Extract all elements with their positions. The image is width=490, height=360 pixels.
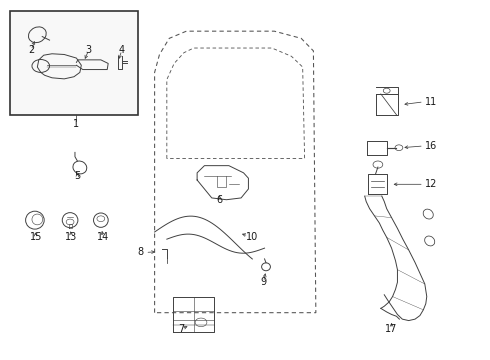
Text: 3: 3	[86, 45, 92, 55]
Text: 14: 14	[97, 232, 109, 242]
Text: 11: 11	[425, 97, 437, 107]
Text: 17: 17	[386, 324, 398, 334]
Text: 2: 2	[28, 45, 34, 55]
Text: 6: 6	[217, 195, 222, 205]
Text: 13: 13	[66, 232, 78, 242]
Text: 5: 5	[74, 171, 80, 181]
Text: 1: 1	[74, 120, 79, 129]
Text: 16: 16	[425, 141, 437, 151]
Text: 8: 8	[137, 247, 143, 257]
Text: 15: 15	[30, 232, 42, 242]
Text: 10: 10	[246, 232, 258, 242]
Text: 9: 9	[261, 277, 267, 287]
FancyBboxPatch shape	[10, 12, 138, 116]
Text: 7: 7	[178, 324, 185, 334]
Text: 4: 4	[119, 45, 125, 55]
Text: 12: 12	[425, 179, 437, 189]
